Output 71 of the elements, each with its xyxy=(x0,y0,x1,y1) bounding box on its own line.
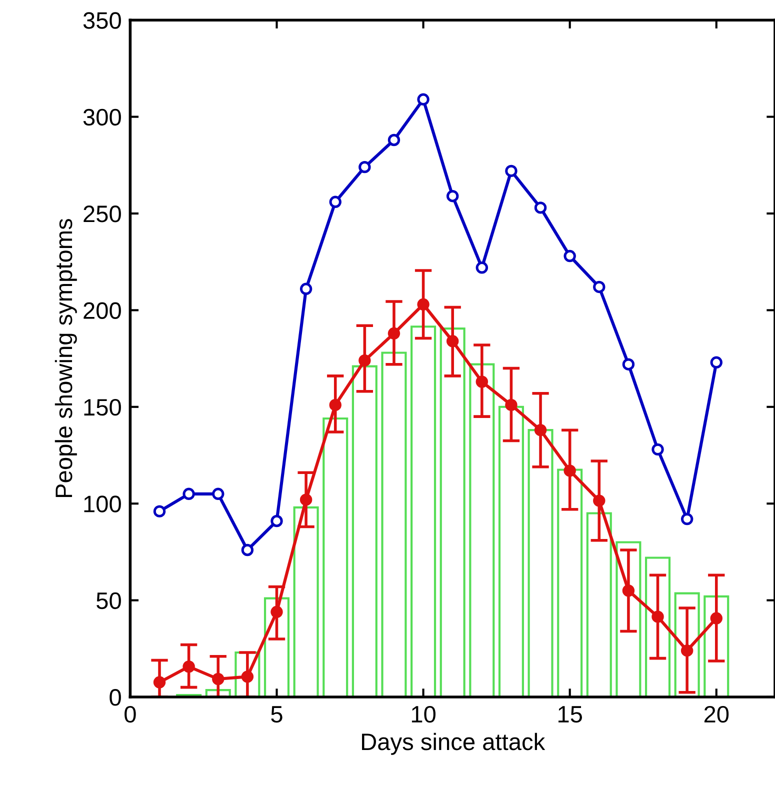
point xyxy=(680,512,694,526)
x-tick-label: 10 xyxy=(412,706,436,723)
point xyxy=(270,606,283,618)
x-tick-label: 5 xyxy=(271,706,282,723)
point xyxy=(358,160,371,174)
point xyxy=(446,335,459,348)
bar xyxy=(586,512,612,697)
point xyxy=(652,443,664,456)
point xyxy=(300,282,312,296)
bar xyxy=(264,597,290,697)
y-tick-label: 50 xyxy=(96,592,121,610)
bar xyxy=(176,694,202,697)
bar xyxy=(674,592,700,697)
point xyxy=(241,544,254,556)
point xyxy=(153,676,166,688)
y-tick-label: 150 xyxy=(84,398,121,416)
point xyxy=(564,250,576,262)
point xyxy=(182,660,195,673)
x-tick-label: 0 xyxy=(124,706,136,723)
bar xyxy=(410,326,436,697)
point xyxy=(270,514,283,528)
bar xyxy=(322,417,348,697)
point xyxy=(710,612,722,624)
point xyxy=(417,298,430,310)
point xyxy=(329,196,342,208)
point xyxy=(505,398,518,412)
y-tick-label: 100 xyxy=(84,496,121,512)
point xyxy=(564,464,576,477)
point xyxy=(212,672,224,686)
point xyxy=(329,398,342,412)
bar xyxy=(440,328,466,697)
point xyxy=(153,505,166,518)
bar xyxy=(352,365,378,697)
point xyxy=(476,262,488,274)
bar xyxy=(381,352,407,697)
point xyxy=(388,134,400,146)
point xyxy=(652,610,664,623)
bar xyxy=(469,363,495,697)
point xyxy=(446,190,459,202)
y-tick-label: 300 xyxy=(83,108,121,126)
bar xyxy=(616,541,642,697)
x-axis-title: Days since attack xyxy=(362,732,546,755)
point xyxy=(388,327,400,340)
y-tick-label: 200 xyxy=(84,302,121,319)
y-tick-label: 0 xyxy=(110,689,121,706)
point xyxy=(622,584,635,597)
point xyxy=(593,280,606,294)
bar xyxy=(644,556,671,697)
y-axis-title: People showing symptoms xyxy=(54,218,77,498)
point xyxy=(534,202,547,214)
point xyxy=(710,356,722,369)
point xyxy=(534,424,547,436)
point xyxy=(476,376,488,388)
x-tick-label: 20 xyxy=(704,706,729,723)
bar xyxy=(704,595,730,697)
point xyxy=(680,644,694,657)
y-tick-label: 250 xyxy=(84,206,121,222)
bar xyxy=(528,429,554,697)
point xyxy=(212,488,224,500)
x-tick-label: 15 xyxy=(558,706,582,723)
point xyxy=(182,488,195,500)
bar xyxy=(557,468,583,697)
point xyxy=(300,494,312,506)
point xyxy=(593,494,606,507)
point xyxy=(358,354,371,367)
bar xyxy=(293,506,319,697)
bar xyxy=(498,406,524,697)
point xyxy=(622,358,635,370)
point xyxy=(505,164,518,178)
point xyxy=(417,93,430,106)
y-tick-label: 350 xyxy=(83,12,121,29)
